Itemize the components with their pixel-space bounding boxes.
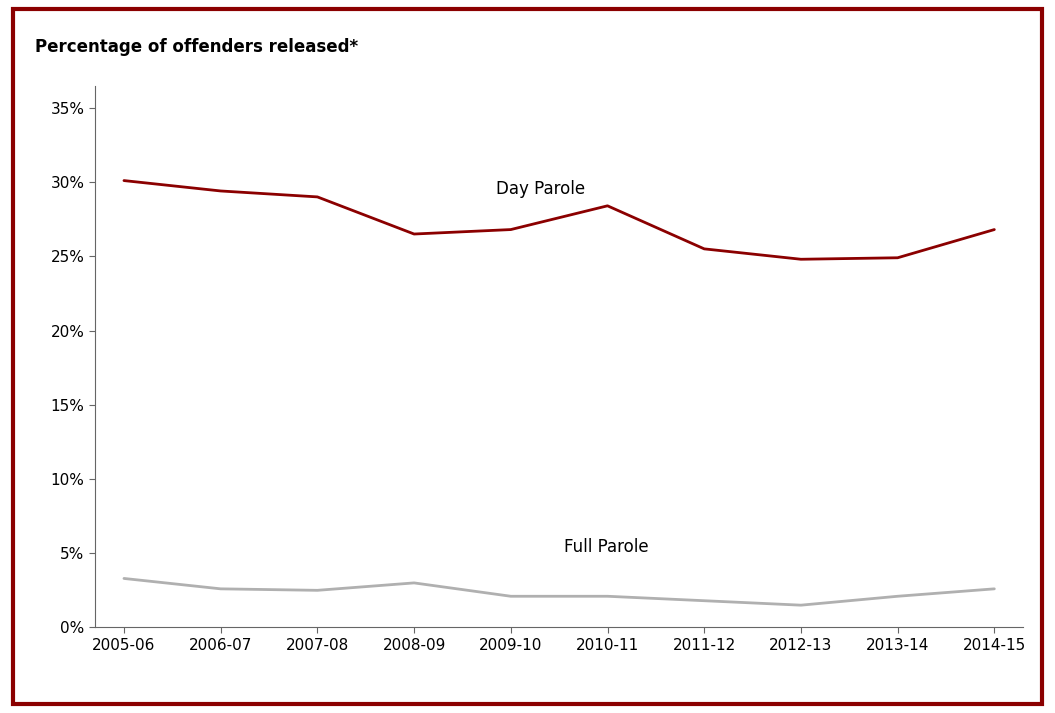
Text: Percentage of offenders released*: Percentage of offenders released* — [35, 38, 358, 56]
Text: Day Parole: Day Parole — [496, 180, 586, 198]
Text: Full Parole: Full Parole — [564, 538, 649, 555]
